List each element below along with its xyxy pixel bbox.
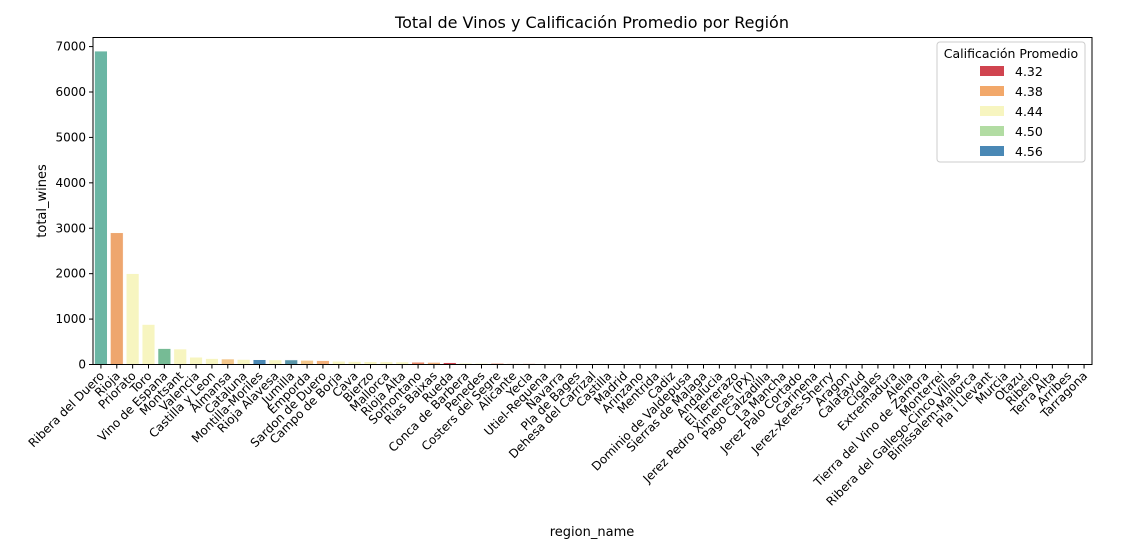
y-tick-label: 1000 xyxy=(55,312,86,326)
legend-swatch xyxy=(980,66,1004,76)
legend-swatch xyxy=(980,146,1004,156)
y-tick-label: 3000 xyxy=(55,221,86,235)
chart-title: Total de Vinos y Calificación Promedio p… xyxy=(394,13,789,32)
y-tick-label: 0 xyxy=(78,358,86,372)
y-axis: 0 1000 2000 3000 4000 5000 6000 7000 xyxy=(55,40,93,372)
bar xyxy=(205,358,219,365)
legend-swatch xyxy=(980,126,1004,136)
bar xyxy=(268,359,282,365)
bar xyxy=(316,360,330,365)
legend-box xyxy=(936,41,1086,163)
legend: Calificación Promedio 4.32 4.38 4.44 4.50 4.… xyxy=(936,41,1086,163)
bar xyxy=(94,50,108,365)
x-tick-label: Ribera del Duero xyxy=(26,369,107,450)
legend-title: Calificación Promedio xyxy=(944,46,1078,61)
legend-swatch xyxy=(980,86,1004,96)
bar xyxy=(284,359,298,365)
bar xyxy=(173,348,187,365)
bar xyxy=(157,348,171,365)
y-tick-label: 5000 xyxy=(55,130,86,144)
legend-label: 4.56 xyxy=(1015,144,1043,159)
x-axis-label: region_name xyxy=(550,525,634,540)
bar xyxy=(110,232,124,365)
y-tick-label: 4000 xyxy=(55,176,86,190)
bar xyxy=(189,356,203,365)
bar xyxy=(141,324,156,365)
legend-label: 4.32 xyxy=(1015,64,1043,79)
legend-label: 4.44 xyxy=(1015,104,1043,119)
plot-frame xyxy=(92,37,1093,365)
y-tick-label: 2000 xyxy=(55,267,86,281)
legend-label: 4.38 xyxy=(1015,84,1043,99)
y-tick-label: 7000 xyxy=(55,40,86,54)
bar xyxy=(221,358,235,365)
bar xyxy=(126,273,140,365)
y-tick-label: 6000 xyxy=(55,85,86,99)
y-axis-label: total_wines xyxy=(35,164,50,238)
legend-swatch xyxy=(980,106,1004,116)
bar xyxy=(237,359,251,365)
bar xyxy=(300,360,314,365)
bar xyxy=(252,359,267,365)
legend-label: 4.50 xyxy=(1015,124,1043,139)
